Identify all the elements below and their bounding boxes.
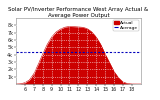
Legend: Actual, Average: Actual, Average	[113, 20, 139, 31]
Title: Solar PV/Inverter Performance West Array Actual & Average Power Output: Solar PV/Inverter Performance West Array…	[8, 7, 148, 18]
